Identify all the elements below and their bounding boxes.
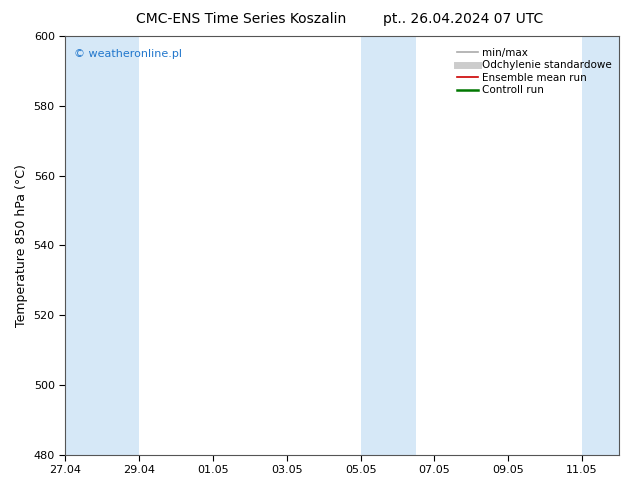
Legend: min/max, Odchylenie standardowe, Ensemble mean run, Controll run: min/max, Odchylenie standardowe, Ensembl… — [455, 46, 614, 98]
Bar — [65, 36, 139, 455]
Y-axis label: Temperature 850 hPa (°C): Temperature 850 hPa (°C) — [15, 164, 28, 327]
Bar — [361, 36, 416, 455]
Bar — [582, 36, 619, 455]
Text: CMC-ENS Time Series Koszalin: CMC-ENS Time Series Koszalin — [136, 12, 346, 26]
Text: pt.. 26.04.2024 07 UTC: pt.. 26.04.2024 07 UTC — [383, 12, 543, 26]
Text: © weatheronline.pl: © weatheronline.pl — [74, 49, 181, 59]
